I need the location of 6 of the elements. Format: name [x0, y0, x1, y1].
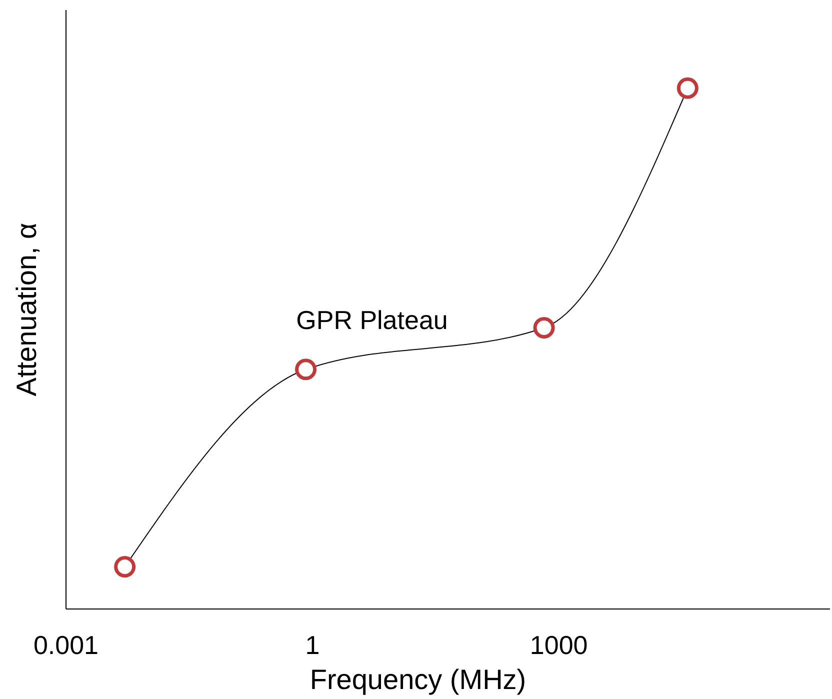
annotation: GPR Plateau [296, 304, 448, 335]
x-tick-label: 1000 [530, 630, 588, 660]
y-axis-title: Attenuation, α [11, 222, 42, 396]
x-axis-title: Frequency (MHz) [310, 664, 526, 695]
x-tick-label: 0.001 [33, 630, 99, 660]
x-tick-label: 1 [305, 630, 320, 660]
